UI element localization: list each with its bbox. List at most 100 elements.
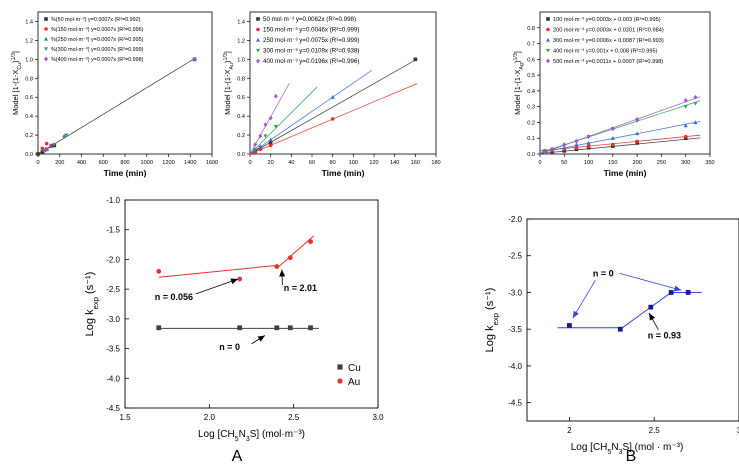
data-point (268, 143, 273, 148)
y-tick-label: 0.2 (527, 120, 535, 126)
x-tick-label: 800 (120, 160, 129, 166)
y-tick-label: 0.0 (25, 152, 33, 158)
legend-marker (337, 378, 343, 384)
data-point (683, 123, 688, 128)
annotation-arrow (572, 280, 596, 319)
data-point (253, 147, 258, 152)
x-tick-label: 3.0 (372, 413, 384, 422)
x-tick-label: 140 (390, 160, 399, 166)
legend-entry: 300 mol·m⁻³ y=0.0006x + 0.0087 (R²=0.993… (553, 38, 664, 44)
x-tick-label: 200 (632, 160, 641, 166)
legend-entry: 100 mol·m⁻³ y=0.0003x + 0.003 (R²=0.995) (553, 17, 661, 23)
x-tick-label: 80 (330, 160, 336, 166)
data-point (192, 56, 197, 62)
data-point (287, 255, 293, 261)
y-tick-label: 0.8 (527, 26, 535, 32)
fit-line-3 (539, 120, 701, 154)
data-point (693, 120, 698, 125)
legend-marker (44, 47, 48, 52)
data-point (683, 98, 688, 103)
annotation-arrow (195, 278, 239, 295)
data-point (274, 264, 280, 269)
data-point (562, 142, 567, 147)
y-tick-label: -4.5 (106, 404, 120, 413)
data-point (617, 326, 623, 332)
data-point (648, 304, 654, 310)
panel-label-a: A (232, 448, 243, 465)
fit-line-1 (37, 58, 195, 155)
x-axis-title: Time (min) (104, 168, 147, 178)
y-tick-label: -3.5 (508, 325, 522, 334)
annotation-label: n = 0.056 (155, 292, 193, 302)
y-axis-title: Model [1-(1-XAg)1/3] (513, 51, 525, 115)
x-tick-label: 250 (657, 160, 666, 166)
data-point (683, 134, 688, 139)
x-tick-label: 600 (99, 160, 108, 166)
x-tick-label: 180 (431, 160, 440, 166)
y-tick-label: 0.4 (25, 114, 33, 120)
legend-marker (256, 27, 260, 32)
y-tick-label: -4.5 (508, 399, 522, 408)
x-tick-label: 20 (268, 160, 274, 166)
y-tick-label: 0.6 (25, 95, 33, 101)
y-tick-label: 0.3 (527, 105, 535, 111)
y-axis-title: Model [1-(1-XCu)1/3] (11, 51, 23, 115)
legend-marker (256, 17, 260, 21)
legend-marker (546, 58, 550, 64)
x-tick-label: 1000 (141, 160, 153, 166)
data-point (268, 137, 273, 142)
plot-frame (526, 218, 739, 422)
fit-line-3 (249, 69, 373, 155)
x-axis-title: Log [CH5N3S] (mol·m⁻³) (198, 429, 305, 443)
data-point (330, 95, 335, 99)
x-tick-label: 2 (567, 426, 572, 435)
data-point (40, 150, 45, 154)
legend-entry: 150 mol·m⁻³ y=0.0046x (R²=0.999) (263, 27, 359, 34)
y-axis-title: Log kexp (s⁻¹) (484, 288, 500, 353)
annotation-label: n = 0 (219, 342, 240, 352)
x-tick-label: 60 (309, 160, 315, 166)
y-tick-label: 1.0 (25, 57, 33, 63)
data-point (586, 140, 591, 145)
y-tick-label: 0.7 (527, 42, 535, 48)
data-point (574, 142, 579, 147)
data-point (156, 325, 162, 331)
annotation-arrow (279, 269, 286, 285)
x-axis-title: Time (min) (604, 168, 647, 178)
fit-line (619, 292, 672, 330)
data-point (668, 290, 674, 295)
data-point (574, 145, 579, 150)
fit-line-2 (539, 134, 701, 152)
legend-entry: 250 mol·m⁻³ y=0.0075x (R²=0.999) (263, 37, 359, 44)
x-tick-label: 2.5 (288, 413, 300, 422)
x-tick-label: 100 (584, 160, 593, 166)
panel-b-chart: 2 2.5 3 -4.5 -4.0 -3.5 -3.0 -2.5 -2.0 Log [CH5N3S… (484, 215, 739, 456)
x-tick-label: 300 (681, 160, 690, 166)
legend-entry: %(400 mol·m⁻³) y=0.0007x (R²=0.998) (51, 57, 144, 63)
x-axis-title: Log [CH5N3S] (mol · m⁻³) (571, 442, 684, 456)
x-tick-label: 1200 (162, 160, 174, 166)
data-point (258, 133, 263, 139)
x-tick-label: 2.0 (204, 413, 216, 422)
fit-line (158, 264, 277, 278)
data-point (413, 57, 418, 62)
x-tick-label: 3 (737, 426, 739, 435)
data-point (44, 146, 49, 152)
data-point (263, 122, 268, 127)
data-point (550, 146, 555, 152)
y-tick-label: 0.8 (237, 76, 245, 82)
data-point (274, 325, 280, 331)
data-point (586, 144, 591, 148)
legend-marker (256, 48, 260, 53)
legend-entry: Au (348, 377, 360, 388)
y-tick-label: 0.2 (237, 133, 245, 139)
y-tick-label: -1.5 (106, 226, 120, 235)
data-point (40, 146, 45, 151)
x-tick-label: 350 (705, 160, 714, 166)
data-point (635, 131, 640, 136)
y-tick-label: -3.0 (508, 288, 522, 297)
y-tick-label: 1.4 (237, 19, 245, 25)
data-point (693, 101, 698, 106)
data-point (52, 142, 57, 147)
